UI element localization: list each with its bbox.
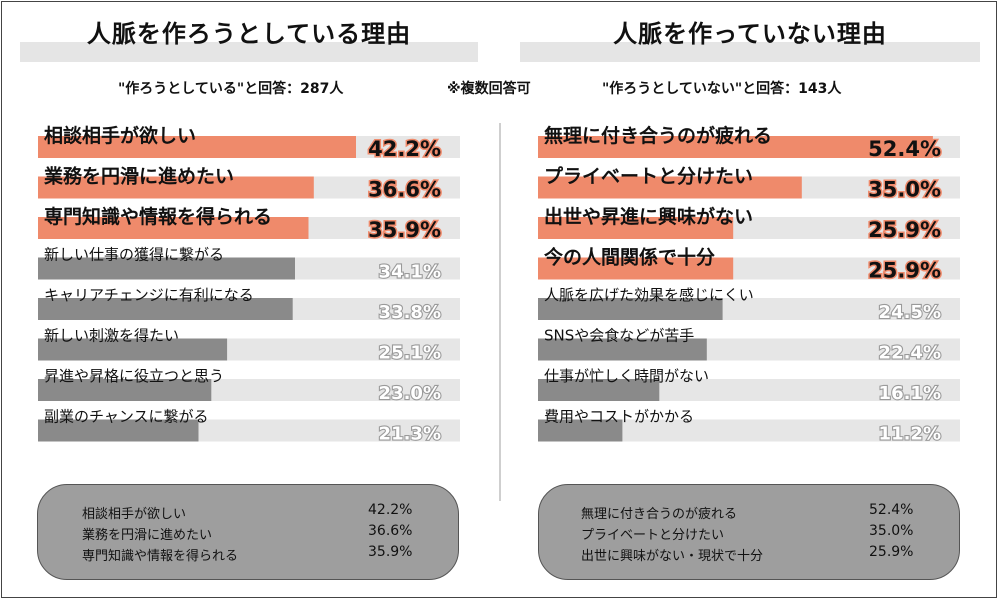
left-bar-row-6: 新しい刺激を得たい 25.1% <box>38 327 460 365</box>
summary-right-label-3: 出世に興味がない・現状で十分 <box>581 549 764 564</box>
left-title: 人脈を作ろうとしている理由 <box>86 20 412 48</box>
left-bar-4 <box>38 257 295 280</box>
left-value-label-4: 34.1% <box>379 262 441 283</box>
left-bar-chart: 相談相手が欲しい 42.2% 業務を円滑に進めたい 36.6% 専門知識や情報を得られる… <box>38 124 460 446</box>
left-category-label-5: キャリアチェンジに有利になる <box>44 286 254 304</box>
left-value-label-2: 36.6% <box>368 178 441 202</box>
summary-left-label-2: 業務を円滑に進めたい <box>82 528 213 543</box>
right-value-label-6: 22.4% <box>879 343 941 364</box>
left-value-label-5: 33.8% <box>379 302 441 323</box>
summary-right-label-2: プライベートと分けたい <box>581 528 725 543</box>
left-category-label-7: 昇進や昇格に役立つと思う <box>44 367 224 385</box>
right-title: 人脈を作っていない理由 <box>613 20 887 48</box>
right-bar-5 <box>538 298 723 320</box>
right-bar-row-8: 費用やコストがかかる 11.2% <box>538 408 960 446</box>
note-multiple-answers: ※複数回答可 <box>447 81 531 97</box>
right-category-label-2: プライベートと分けたい <box>544 165 753 188</box>
right-value-label-3: 25.9% <box>868 218 941 242</box>
right-bar-2 <box>538 176 802 199</box>
left-value-label-7: 23.0% <box>379 383 441 404</box>
left-bar-row-3: 専門知識や情報を得られる 35.9% <box>38 205 460 244</box>
summary-left-label-3: 専門知識や情報を得られる <box>82 549 239 564</box>
right-value-label-2: 35.0% <box>868 178 941 202</box>
left-bar-8 <box>38 419 199 442</box>
right-value-label-1: 52.4% <box>868 137 941 161</box>
left-subtitle: "作ろうとしている"と回答：287人 <box>118 81 344 97</box>
summary-left-label-1: 相談相手が欲しい <box>82 507 187 522</box>
left-summary-box: 相談相手が欲しい 42.2% 業務を円滑に進めたい 36.6% 専門知識や情報を… <box>37 484 459 580</box>
right-value-label-8: 11.2% <box>879 424 941 445</box>
left-bar-row-5: キャリアチェンジに有利になる 33.8% <box>38 286 460 324</box>
right-bar-3 <box>538 217 734 239</box>
right-bar-row-5: 人脈を広げた効果を感じにくい 24.5% <box>538 286 960 324</box>
right-summary-box: 無理に付き合うのが疲れる 52.4% プライベートと分けたい 35.0% 出世に… <box>538 484 960 580</box>
left-bar-row-4: 新しい仕事の獲得に繋がる 34.1% <box>38 246 460 284</box>
left-category-label-3: 専門知識や情報を得られる <box>44 205 272 228</box>
left-value-label-1: 42.2% <box>368 137 441 161</box>
left-bar-3 <box>38 217 309 239</box>
left-value-label-3: 35.9% <box>368 218 441 242</box>
right-category-label-1: 無理に付き合うのが疲れる <box>544 124 772 147</box>
right-bar-6 <box>538 338 707 361</box>
right-subtitle: "作ろうとしていない"と回答：143人 <box>602 81 842 97</box>
summary-right-value-2: 35.0% <box>869 523 914 539</box>
right-bar-7 <box>538 379 660 401</box>
right-category-label-6: SNSや会食などが苦手 <box>544 327 694 345</box>
right-bar-1 <box>538 136 933 158</box>
right-value-label-5: 24.5% <box>879 302 941 323</box>
right-bar-chart: 無理に付き合うのが疲れる 52.4% プライベートと分けたい 35.0% 出世や昇進に興… <box>538 124 960 446</box>
left-bar-row-8: 副業のチャンスに繋がる 21.3% <box>38 408 460 446</box>
right-bar-track-8 <box>538 419 960 442</box>
right-category-label-4: 今の人間関係で十分 <box>543 246 715 269</box>
summary-left-value-3: 35.9% <box>368 544 413 560</box>
right-bar-row-2: プライベートと分けたい 35.0% <box>538 165 960 203</box>
center-divider <box>499 123 501 501</box>
right-bar-row-4: 今の人間関係で十分 25.9% <box>538 246 960 284</box>
right-title-band <box>520 42 980 62</box>
right-category-label-7: 仕事が忙しく時間がない <box>544 367 709 385</box>
left-category-label-1: 相談相手が欲しい <box>44 124 196 147</box>
left-value-label-6: 25.1% <box>379 343 441 364</box>
left-category-label-8: 副業のチャンスに繋がる <box>44 408 209 426</box>
left-bar-row-2: 業務を円滑に進めたい 36.6% <box>38 165 460 203</box>
right-bar-row-7: 仕事が忙しく時間がない 16.1% <box>538 367 960 405</box>
summary-right-label-1: 無理に付き合うのが疲れる <box>581 507 738 522</box>
right-category-label-3: 出世や昇進に興味がない <box>544 205 753 228</box>
summary-left-value-1: 42.2% <box>368 502 413 518</box>
right-bar-row-3: 出世や昇進に興味がない 25.9% <box>538 205 960 244</box>
left-bar-5 <box>38 298 293 320</box>
left-bar-6 <box>38 338 228 361</box>
summary-left-value-2: 36.6% <box>368 523 413 539</box>
left-category-label-4: 新しい仕事の獲得に繋がる <box>44 246 224 264</box>
left-bar-1 <box>38 136 356 158</box>
right-category-label-8: 費用やコストがかかる <box>544 408 694 426</box>
right-value-label-7: 16.1% <box>879 383 941 404</box>
right-bar-row-1: 無理に付き合うのが疲れる 52.4% <box>538 124 960 163</box>
left-category-label-6: 新しい刺激を得たい <box>44 327 179 345</box>
left-value-label-8: 21.3% <box>379 424 441 445</box>
right-bar-4 <box>538 257 734 280</box>
right-category-label-5: 人脈を広げた効果を感じにくい <box>544 286 754 304</box>
summary-right-value-3: 25.9% <box>869 544 914 560</box>
left-title-band <box>20 42 478 62</box>
left-bar-row-1: 相談相手が欲しい 42.2% <box>38 124 460 163</box>
right-bar-8 <box>538 419 623 442</box>
left-bar-2 <box>38 176 314 199</box>
right-value-label-4: 25.9% <box>868 259 941 283</box>
summary-right-value-1: 52.4% <box>869 502 914 518</box>
left-category-label-2: 業務を円滑に進めたい <box>43 165 234 188</box>
left-bar-row-7: 昇進や昇格に役立つと思う 23.0% <box>38 367 460 405</box>
right-bar-row-6: SNSや会食などが苦手 22.4% <box>538 327 960 365</box>
left-bar-7 <box>38 379 212 401</box>
